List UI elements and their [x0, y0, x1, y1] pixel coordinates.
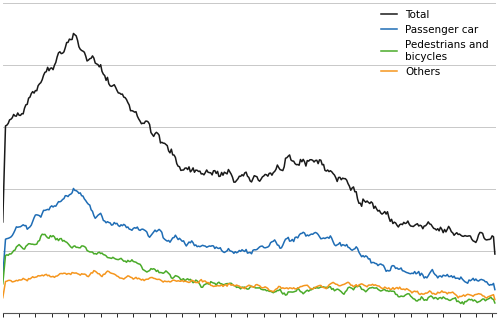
Pedestrians and
bicycles [0, 282, 6, 286]
Line: Passenger car: Passenger car [3, 188, 495, 290]
Passenger car [25, 226, 31, 230]
Total [375, 209, 381, 213]
Others [25, 277, 31, 281]
Others [209, 284, 215, 288]
Total [209, 173, 215, 177]
Total [70, 31, 76, 35]
Total [25, 96, 31, 100]
Others [121, 277, 127, 281]
Pedestrians and
bicycles [49, 235, 55, 239]
Others [0, 296, 6, 300]
Pedestrians and
bicycles [209, 281, 215, 284]
Others [111, 272, 117, 276]
Pedestrians and
bicycles [111, 256, 117, 260]
Total [47, 66, 53, 70]
Line: Total: Total [3, 33, 495, 254]
Others [492, 298, 498, 301]
Pedestrians and
bicycles [375, 287, 381, 291]
Passenger car [70, 187, 76, 190]
Line: Pedestrians and
bicycles: Pedestrians and bicycles [3, 234, 495, 304]
Line: Others: Others [3, 271, 495, 300]
Pedestrians and
bicycles [492, 301, 498, 305]
Passenger car [375, 264, 381, 268]
Total [121, 95, 127, 99]
Passenger car [47, 205, 53, 209]
Passenger car [492, 288, 498, 292]
Pedestrians and
bicycles [461, 302, 467, 306]
Total [492, 252, 498, 256]
Others [47, 275, 53, 279]
Total [111, 83, 117, 87]
Pedestrians and
bicycles [121, 259, 127, 263]
Pedestrians and
bicycles [39, 232, 45, 236]
Total [0, 220, 6, 224]
Others [375, 284, 381, 288]
Others [91, 269, 97, 273]
Passenger car [209, 244, 215, 248]
Pedestrians and
bicycles [25, 242, 31, 246]
Passenger car [121, 222, 127, 226]
Legend: Total, Passenger car, Pedestrians and
bicycles, Others: Total, Passenger car, Pedestrians and bi… [379, 8, 491, 79]
Passenger car [0, 274, 6, 278]
Passenger car [111, 220, 117, 224]
